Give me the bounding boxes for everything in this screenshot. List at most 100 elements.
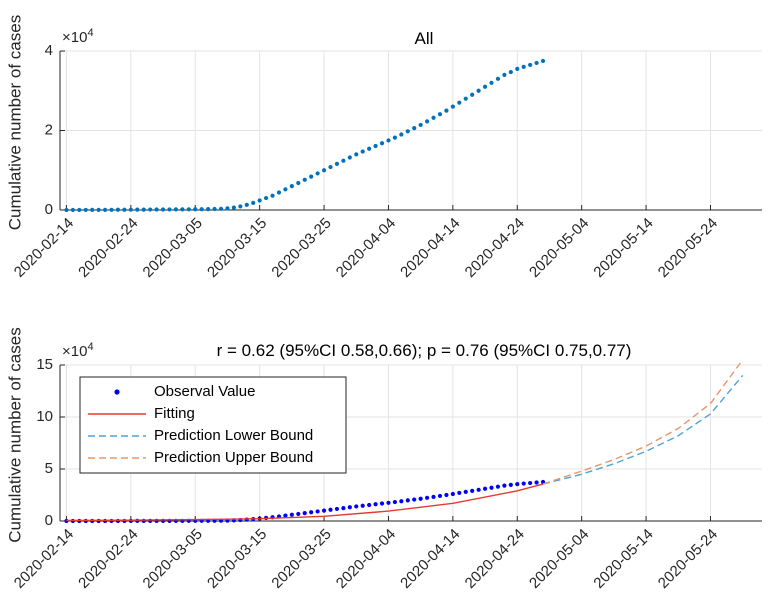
data-point [70, 207, 75, 212]
data-point [276, 190, 282, 195]
x-tick-label: 2020-03-25 [268, 215, 334, 281]
data-point [289, 184, 294, 189]
data-point [154, 207, 159, 212]
data-point [405, 129, 410, 134]
data-point [102, 207, 108, 212]
y-tick-label: 15 [36, 356, 53, 373]
data-point [347, 505, 352, 510]
data-point [315, 171, 320, 176]
data-point [534, 480, 539, 485]
data-point [167, 207, 172, 212]
x-tick-label: 2020-04-04 [333, 215, 399, 281]
data-point [457, 100, 462, 105]
data-point [412, 497, 417, 502]
data-point [193, 207, 198, 212]
data-point [534, 60, 539, 66]
data-point [186, 207, 191, 212]
data-point [244, 202, 249, 207]
y-tick-label: 2 [45, 121, 53, 138]
x-tick-label: 2020-05-04 [526, 526, 592, 592]
data-point [135, 207, 140, 212]
data-point [360, 503, 365, 508]
data-point [270, 193, 275, 198]
data-point [431, 115, 436, 120]
data-point [309, 174, 314, 179]
data-point [328, 507, 333, 512]
legend-label: Prediction Lower Bound [154, 427, 313, 444]
data-point [470, 488, 475, 493]
data-point [502, 72, 507, 77]
data-point [199, 207, 204, 212]
data-point [341, 158, 346, 163]
x-tick-label: 2020-03-25 [268, 526, 334, 592]
data-point [379, 501, 385, 506]
data-point [412, 126, 417, 131]
y-tick-label: 0 [45, 201, 53, 218]
x-tick-label: 2020-04-24 [462, 526, 528, 592]
data-point [354, 504, 359, 509]
data-point [296, 511, 301, 517]
data-point [315, 509, 320, 514]
data-point [418, 496, 423, 501]
series-line-prediction-upper-bound [542, 363, 742, 485]
y-tick-label: 10 [36, 408, 53, 425]
data-point [386, 138, 391, 143]
data-point [122, 518, 127, 523]
data-point [321, 508, 327, 513]
data-point [180, 207, 185, 212]
data-point [540, 58, 546, 64]
data-point [334, 161, 340, 166]
data-point [354, 152, 359, 157]
data-point [373, 143, 378, 149]
data-point [392, 135, 397, 140]
chart-title: All [415, 29, 434, 48]
data-point [521, 64, 526, 69]
data-point [309, 510, 314, 515]
data-point [457, 490, 462, 496]
data-point [96, 207, 101, 212]
data-point [115, 207, 121, 212]
data-point [489, 485, 494, 490]
y-tick-label: 4 [45, 42, 53, 59]
data-point [515, 66, 520, 71]
legend-marker [114, 389, 120, 395]
data-point [289, 512, 294, 517]
data-point [515, 481, 520, 487]
x-tick-label: 2020-05-14 [590, 215, 656, 281]
data-point [476, 487, 481, 492]
x-tick-label: 2020-04-14 [397, 526, 463, 592]
data-point [437, 112, 443, 117]
data-point [206, 207, 211, 212]
x-tick-label: 2020-02-24 [75, 215, 141, 281]
data-point [502, 483, 507, 488]
data-point [296, 180, 301, 186]
data-point [231, 205, 236, 210]
data-point [528, 62, 533, 68]
data-point [495, 76, 501, 81]
data-point [160, 207, 166, 212]
x-tick-label: 2020-05-24 [655, 215, 721, 281]
data-point [302, 510, 307, 516]
x-tick-label: 2020-04-14 [397, 215, 463, 281]
data-point [508, 482, 513, 488]
x-tick-label: 2020-02-24 [75, 526, 141, 592]
data-point [251, 200, 256, 205]
data-point [141, 207, 146, 212]
x-tick-label: 2020-03-05 [140, 526, 206, 592]
x-tick-label: 2020-05-04 [526, 215, 592, 281]
data-point [341, 506, 346, 511]
data-point [431, 494, 436, 499]
data-point [425, 119, 430, 124]
x-tick-label: 2020-03-05 [140, 215, 206, 281]
series-line-fitting [66, 483, 544, 522]
series-line-prediction-lower-bound [542, 374, 744, 485]
data-point [450, 491, 455, 497]
data-point [463, 489, 468, 494]
data-point [399, 499, 404, 504]
data-point [470, 92, 475, 97]
data-point [508, 69, 513, 75]
data-point [373, 502, 378, 507]
data-point [173, 207, 179, 212]
data-point [218, 206, 224, 211]
